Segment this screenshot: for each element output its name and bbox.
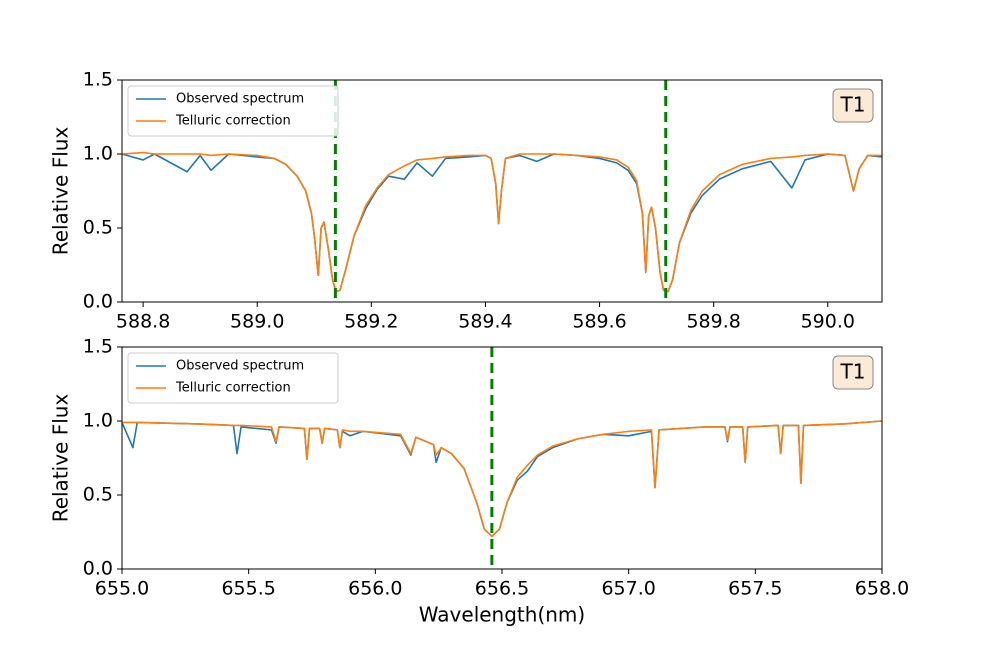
annotation: T1: [840, 360, 866, 384]
x-tick-label: 590.0: [801, 311, 855, 333]
y-tick-label: 1.0: [83, 143, 113, 165]
y-axis-label: Relative Flux: [49, 394, 73, 523]
axes-frame: [121, 79, 883, 303]
spectrum-line: [122, 151, 882, 293]
x-tick-label: 656.0: [348, 578, 402, 600]
legend-box: [127, 85, 339, 137]
x-tick-label: 655.5: [221, 578, 275, 600]
x-tick-label: 655.0: [95, 578, 149, 600]
y-tick-label: 0.0: [83, 558, 113, 580]
axes-frame: [121, 346, 883, 570]
annotation-box: [832, 355, 874, 390]
x-tick-label: 589.2: [344, 311, 398, 333]
x-tick-label: 588.8: [116, 311, 170, 333]
x-tick-label: 657.0: [601, 578, 655, 600]
spectrum-line: [122, 153, 882, 293]
y-tick-label: 1.5: [83, 69, 113, 91]
spectrum-line: [122, 420, 882, 538]
x-tick-label: 589.0: [230, 311, 284, 333]
x-tick-label: 589.6: [572, 311, 626, 333]
legend-label: Telluric correction: [175, 114, 291, 129]
annotation-box: [832, 88, 874, 123]
y-axis-label: Relative Flux: [49, 127, 73, 256]
x-tick-label: 657.5: [728, 578, 782, 600]
y-tick-label: 0.5: [83, 484, 113, 506]
legend-label: Telluric correction: [175, 381, 291, 396]
x-tick-label: 589.4: [458, 311, 512, 333]
y-tick-label: 1.0: [83, 410, 113, 432]
y-tick-label: 1.5: [83, 336, 113, 358]
x-tick-label: 656.5: [475, 578, 529, 600]
x-tick-label: 589.8: [686, 311, 740, 333]
legend-box: [127, 352, 339, 404]
legend-label: Observed spectrum: [176, 92, 304, 107]
y-tick-label: 0.5: [83, 217, 113, 239]
annotation: T1: [840, 93, 866, 117]
x-axis-label: Wavelength(nm): [419, 603, 585, 627]
y-tick-label: 0.0: [83, 291, 113, 313]
x-tick-label: 658.0: [855, 578, 909, 600]
legend-label: Observed spectrum: [176, 359, 304, 374]
